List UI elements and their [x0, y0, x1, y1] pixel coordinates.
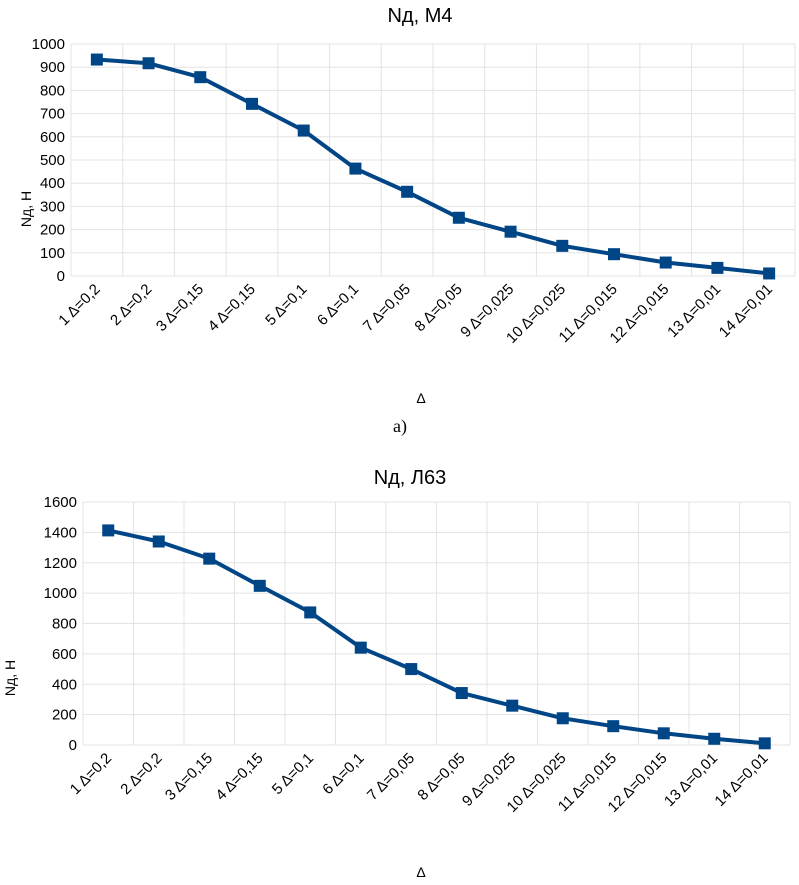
chart-l63-x-tick-label: 1 Δ=0,2 — [67, 750, 115, 798]
chart-l63-grid — [82, 501, 791, 746]
chart-l63-title: Nд, Л63 — [374, 467, 447, 489]
chart-l63-data-point — [455, 687, 468, 700]
chart-l63-x-tick-label: 7 Δ=0,05 — [364, 750, 418, 804]
chart-m4-y-ticks: 0 100 200 300 400 500 600 700 800 900 1000 — [32, 36, 65, 285]
chart-l63-y-tick-label: 800 — [52, 616, 77, 633]
chart-l63-data-point — [607, 720, 620, 733]
chart-m4-x-tick-label: 3 Δ=0,15 — [153, 281, 207, 335]
chart-l63-y-tick-label: 400 — [52, 676, 77, 693]
chart-m4-data-point — [763, 267, 776, 280]
chart-l63-y-tick-label: 0 — [69, 737, 77, 754]
chart-l63-data-point — [253, 579, 266, 592]
chart-l63-data-point — [354, 641, 367, 654]
chart-l63-data-point — [556, 712, 569, 725]
chart-l63-y-tick-label: 200 — [52, 707, 77, 724]
chart-l63-y-axis-title: Nд, Н — [2, 660, 18, 696]
chart-l63-data-point — [405, 663, 418, 676]
chart-l63-data-point — [708, 732, 721, 745]
chart-m4-x-tick-label: 8 Δ=0,05 — [411, 281, 465, 335]
chart-m4-y-tick-label: 900 — [40, 59, 65, 76]
chart-l63-y-ticks: 0 200 400 600 800 1000 1200 1400 1600 — [44, 494, 77, 754]
chart-m4-y-tick-label: 1000 — [32, 36, 65, 53]
chart-m4-y-tick-label: 200 — [40, 222, 65, 239]
chart-l63-data-point — [758, 737, 771, 750]
chart-m4-x-axis-title: Δ — [416, 390, 425, 406]
chart-l63-data-point — [102, 524, 115, 537]
chart-m4-y-tick-label: 400 — [40, 175, 65, 192]
chart-m4-data-point — [194, 71, 207, 84]
chart-l63-y-tick-label: 600 — [52, 646, 77, 663]
chart-m4-x-ticks: 1 Δ=0,2 2 Δ=0,23 Δ=0,154 Δ=0,15 5 Δ=0,1 6 Δ… — [55, 281, 776, 347]
chart-m4-x-tick-label: 5 Δ=0,1 — [262, 281, 310, 329]
chart-m4-data-point — [401, 185, 414, 198]
chart-l63-series-line — [107, 528, 765, 746]
chart-l63-x-ticks: 1 Δ=0,2 2 Δ=0,23 Δ=0,154 Δ=0,15 5 Δ=0,1 6 Δ… — [67, 750, 772, 816]
chart-l63-data-point — [657, 727, 670, 740]
chart-l63-y-tick-label: 1000 — [44, 585, 77, 602]
chart-m4-x-tick-label: 14 Δ=0,01 — [716, 281, 776, 341]
chart-m4-grid — [70, 43, 796, 277]
chart-m4-x-tick-label: 13 Δ=0,01 — [664, 281, 724, 341]
chart-m4-data-point — [452, 211, 465, 224]
chart-m4-data-point — [711, 261, 724, 274]
chart-m4-data-point — [90, 53, 103, 66]
chart-m4-data-point — [608, 248, 620, 261]
chart-l63-y-tick-label: 1200 — [44, 555, 77, 572]
chart-m4-data-point — [349, 162, 362, 175]
chart-m4-series-line — [96, 57, 770, 276]
chart-m4-data-point — [504, 225, 517, 238]
chart-m4-x-tick-label: 2 Δ=0,2 — [107, 281, 155, 329]
chart-m4-y-tick-label: 700 — [40, 106, 65, 123]
chart-l63-x-tick-label: 13 Δ=0,01 — [661, 750, 721, 810]
chart-l63-x-tick-label: 5 Δ=0,1 — [269, 750, 317, 798]
chart-m4-x-tick-label: 6 Δ=0,1 — [314, 281, 362, 329]
chart-m4-y-tick-label: 100 — [40, 245, 65, 262]
chart-l63-data-point — [506, 699, 519, 712]
chart-l63-x-axis-title: Δ — [416, 864, 425, 880]
chart-m4-data-point — [142, 57, 155, 70]
chart-l63-data-point — [152, 535, 165, 548]
chart-m4-x-tick-label: 7 Δ=0,05 — [360, 281, 414, 335]
chart-m4: Nд, М4 01002003004005006007008009001000 … — [18, 5, 796, 406]
chart-m4-y-axis-title: Nд, Н — [18, 191, 34, 227]
chart-m4-y-tick-label: 600 — [40, 129, 65, 146]
chart-m4-y-tick-label: 500 — [40, 152, 65, 169]
chart-l63-x-tick-label: 6 Δ=0,1 — [319, 750, 367, 798]
chart-m4-data-point — [556, 239, 569, 252]
chart-l63-y-tick-label: 1600 — [44, 494, 77, 511]
chart-l63-x-tick-label: 14 Δ=0,01 — [711, 750, 771, 810]
chart-l63-x-tick-label: 3 Δ=0,15 — [162, 750, 216, 804]
chart-m4-y-tick-label: 0 — [57, 268, 65, 285]
chart-l63-data-point — [304, 606, 317, 619]
chart-l63-data-point — [203, 552, 216, 565]
chart-m4-title: Nд, М4 — [387, 5, 452, 27]
chart-l63: Nд, Л63 0 200 400 600 800 1000 1200 1400 1600 1 … — [2, 467, 791, 880]
chart-m4-y-tick-label: 800 — [40, 82, 65, 99]
chart-m4-series — [90, 53, 776, 280]
chart-l63-series — [102, 524, 771, 750]
chart-l63-y-tick-label: 1400 — [44, 524, 77, 541]
chart-l63-x-tick-label: 4 Δ=0,15 — [212, 750, 266, 804]
caption-a: а) — [393, 416, 407, 437]
chart-m4-y-tick-label: 300 — [40, 198, 65, 215]
chart-m4-data-point — [659, 256, 672, 269]
chart-m4-data-point — [297, 124, 310, 137]
chart-m4-data-point — [246, 97, 258, 110]
chart-m4-x-tick-label: 4 Δ=0,15 — [205, 281, 259, 335]
chart-m4-x-tick-label: 1 Δ=0,2 — [55, 281, 103, 329]
chart-l63-x-tick-label: 2 Δ=0,2 — [117, 750, 165, 798]
